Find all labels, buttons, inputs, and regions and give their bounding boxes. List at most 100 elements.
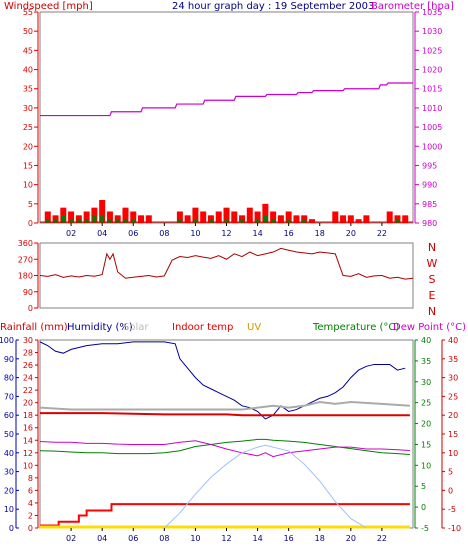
temperature-tick-label: 30 — [421, 378, 431, 387]
wind-average-bar — [84, 219, 89, 223]
wind-gust-bar — [355, 219, 362, 223]
wind-gust-bar — [285, 211, 292, 223]
wind-gust-bar — [386, 211, 393, 223]
wind-average-bar — [131, 219, 136, 223]
wind-average-bar — [302, 219, 307, 223]
wind-gust-bar — [184, 215, 191, 223]
wind-gust-bar — [347, 215, 354, 223]
humidity-tick-label: 90 — [4, 355, 14, 364]
rainfall-tick-label: 8 — [28, 474, 33, 483]
humidity-tick-label: 10 — [4, 505, 14, 514]
time-tick-label: 12 — [221, 534, 231, 543]
temperature-tick-label: 35 — [421, 357, 431, 366]
wind-gust-bar — [215, 211, 222, 223]
wind-average-bar — [263, 215, 268, 223]
compass-label: W — [427, 257, 438, 270]
barometer-tick-label: 985 — [422, 200, 437, 209]
temperature-tick-label: 10 — [421, 461, 431, 470]
time-tick-label: 18 — [315, 534, 325, 543]
rainfall-tick-label: 28 — [23, 349, 33, 358]
temperature-tick-label: 5 — [421, 482, 426, 491]
rainfall-tick-label: 20 — [23, 399, 33, 408]
wind-direction-line — [39, 247, 414, 280]
time-tick-label: 22 — [377, 229, 387, 238]
wind-gust-bar — [99, 199, 106, 223]
time-tick-label: 04 — [97, 534, 107, 543]
wind-gust-bar — [246, 207, 253, 223]
wind-gust-bar — [231, 211, 238, 223]
dew-point-tick-label: 10 — [448, 449, 458, 458]
wind-gust-bar — [130, 211, 137, 223]
dew-point-tick-label: 35 — [448, 355, 458, 364]
humidity-tick-label: 40 — [4, 449, 14, 458]
rainfall-tick-label: 22 — [23, 386, 33, 395]
legend-indoor-temp: Indoor temp — [172, 322, 233, 333]
rainfall-tick-label: 2 — [28, 511, 33, 520]
dew-point-tick-label: -5 — [448, 505, 456, 514]
direction-tick-label: 90 — [23, 288, 33, 297]
legend-uv: UV — [247, 322, 261, 333]
wind-gust-bar — [293, 215, 300, 223]
temperature-tick-label: -5 — [421, 524, 429, 533]
wind-gust-bar — [122, 207, 129, 223]
barometer-tick-label: 1020 — [422, 66, 442, 75]
rainfall-line — [40, 503, 410, 527]
temperature-tick-label: 15 — [421, 440, 431, 449]
humidity-tick-label: 50 — [4, 430, 14, 439]
wind-gust-bar — [270, 211, 277, 223]
compass-label: N — [428, 305, 436, 318]
wind-gust-bar — [277, 215, 284, 223]
time-tick-label: 18 — [315, 229, 325, 238]
compass-label: N — [428, 241, 436, 254]
wind-gust-bar — [363, 215, 370, 223]
rainfall-tick-label: 0 — [28, 524, 33, 533]
temperature-tick-label: 25 — [421, 399, 431, 408]
rainfall-tick-label: 26 — [23, 361, 33, 370]
direction-tick-label: 360 — [18, 239, 33, 248]
charts: 0510152025303540455055980985990995100010… — [0, 8, 461, 543]
time-tick-label: 06 — [128, 229, 138, 238]
windspeed-tick-label: 25 — [23, 123, 33, 132]
windspeed-tick-label: 0 — [28, 219, 33, 228]
barometer-tick-label: 1015 — [422, 85, 442, 94]
windspeed-tick-label: 50 — [23, 27, 33, 36]
humidity-tick-label: 80 — [4, 374, 14, 383]
windspeed-axis-title: Windspeed [mph] — [4, 1, 93, 12]
wind-average-bar — [92, 215, 97, 223]
windspeed-tick-label: 10 — [23, 181, 33, 190]
dew-point-line — [39, 440, 410, 458]
wind-gust-bar — [402, 215, 409, 223]
temperature-tick-label: 0 — [421, 503, 426, 512]
temp-panel-frame — [39, 339, 414, 529]
wind-average-bar — [61, 215, 66, 223]
dew-point-tick-label: 25 — [448, 392, 458, 401]
direction-tick-label: 0 — [28, 304, 33, 313]
legend-humidity: Humidity (%) — [67, 322, 133, 333]
dew-point-tick-label: 15 — [448, 430, 458, 439]
rainfall-tick-label: 30 — [23, 336, 33, 345]
wind-average-bar — [193, 219, 198, 223]
legend-rainfall: Rainfall (mm) — [0, 322, 68, 333]
barometer-tick-label: 1025 — [422, 46, 442, 55]
rainfall-tick-label: 16 — [23, 424, 33, 433]
wind-gust-bar — [145, 215, 152, 223]
wind-average-bar — [45, 219, 50, 223]
wind-gust-bar — [262, 203, 269, 223]
wind-gust-bar — [106, 211, 113, 223]
wind-gust-bar — [192, 207, 199, 223]
wind-average-bar — [255, 219, 260, 223]
wind-average-bar — [107, 219, 112, 223]
rainfall-tick-label: 24 — [23, 374, 33, 383]
wind-average-bar — [177, 219, 182, 223]
dew-point-tick-label: -10 — [448, 524, 461, 533]
rainfall-tick-label: 10 — [23, 461, 33, 470]
time-tick-label: 20 — [346, 229, 356, 238]
wind-average-bar — [286, 219, 291, 223]
rainfall-tick-label: 14 — [23, 436, 33, 445]
barometer-line — [40, 82, 413, 117]
barometer-tick-label: 1035 — [422, 8, 442, 17]
wind-average-bar — [240, 219, 245, 223]
windspeed-tick-label: 45 — [23, 46, 33, 55]
